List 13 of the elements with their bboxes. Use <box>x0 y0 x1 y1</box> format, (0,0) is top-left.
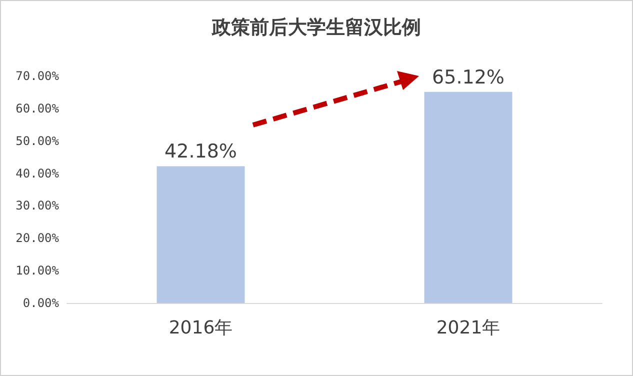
data-label: 42.18% <box>164 140 237 163</box>
x-tick-label: 2016年 <box>168 318 233 338</box>
y-tick-label: 50.00% <box>16 134 60 148</box>
y-tick-label: 0.00% <box>22 296 60 310</box>
y-tick-label: 60.00% <box>16 101 60 116</box>
y-tick-label: 30.00% <box>16 198 60 213</box>
x-tick-label: 2021年 <box>436 318 500 338</box>
data-label: 65.12% <box>432 66 504 88</box>
y-tick-label: 10.00% <box>16 264 60 278</box>
y-tick-label: 20.00% <box>16 231 60 246</box>
y-tick-label: 40.00% <box>16 166 60 180</box>
y-tick-label: 70.00% <box>16 69 60 83</box>
chart-title: 政策前后大学生留汉比例 <box>211 16 421 38</box>
